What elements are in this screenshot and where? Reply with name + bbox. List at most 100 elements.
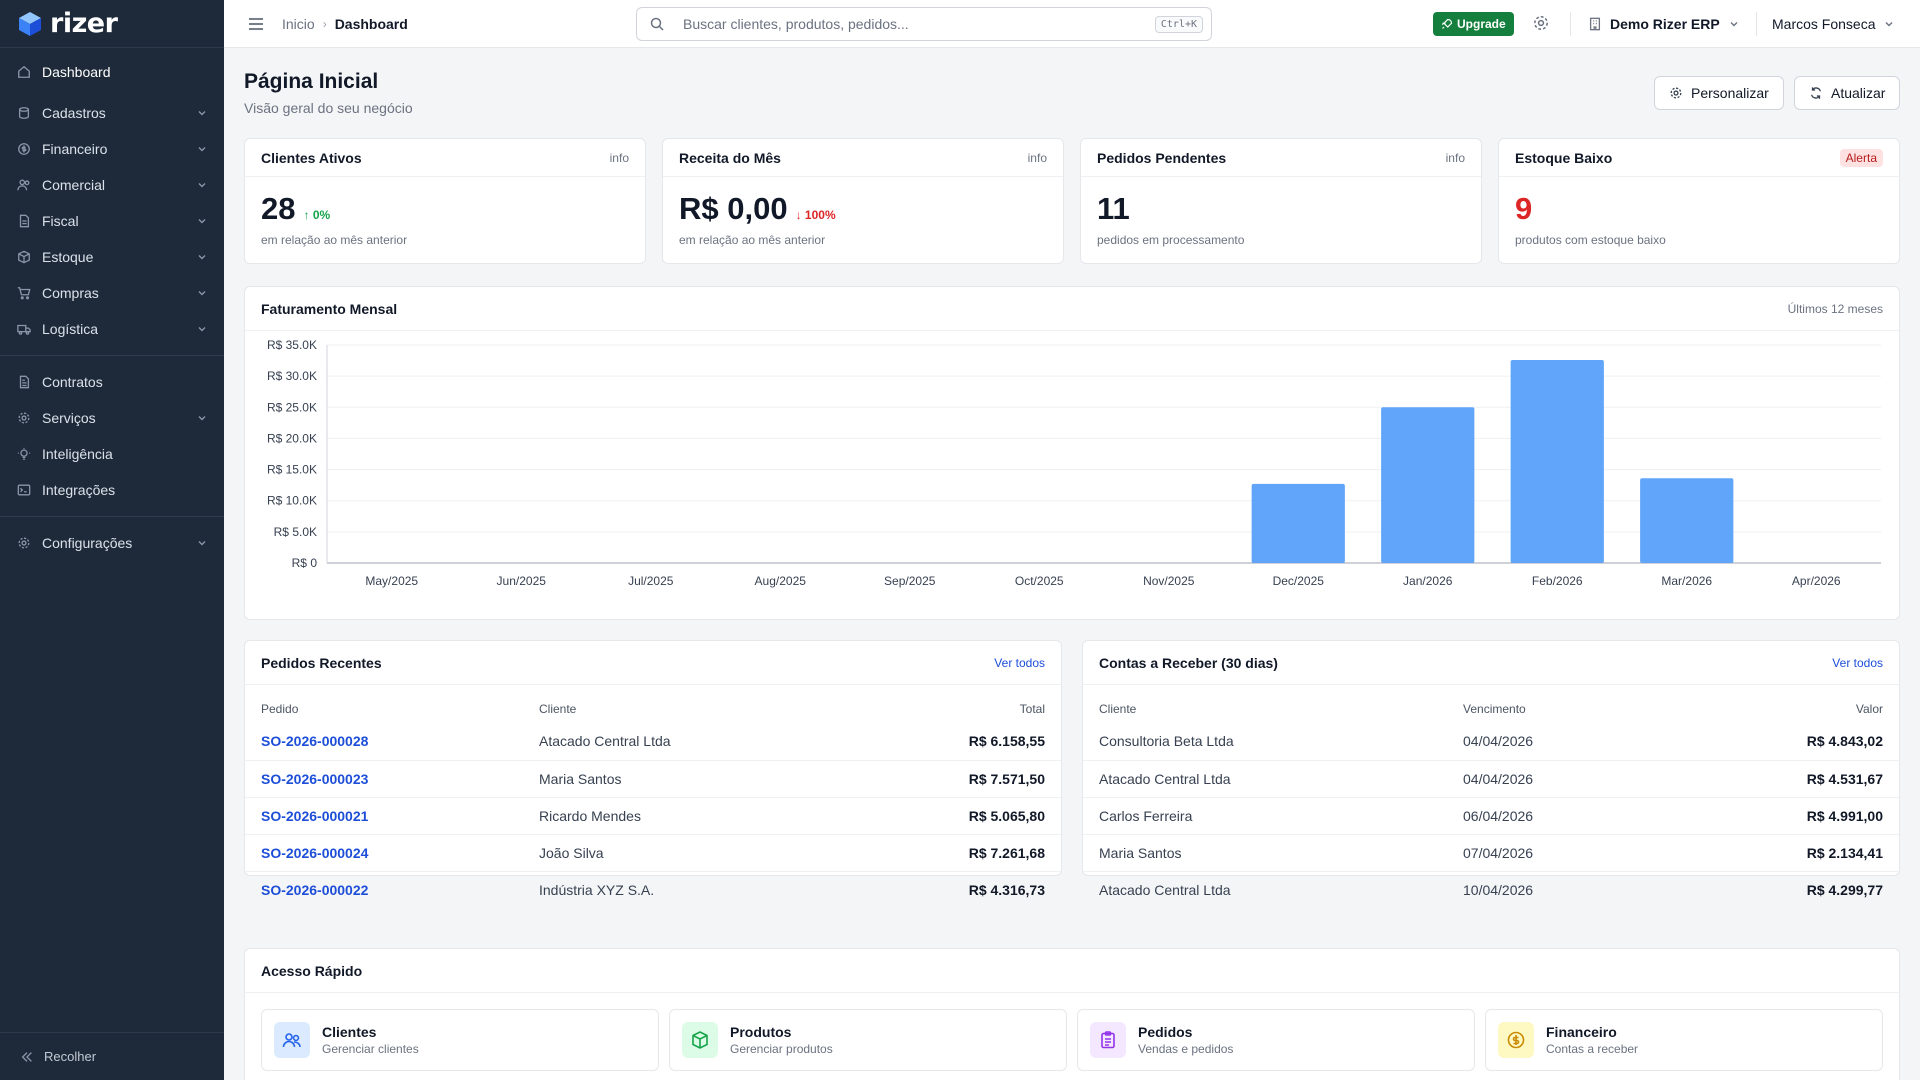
sidebar-item-logistica[interactable]: Logística bbox=[0, 311, 224, 347]
table-row[interactable]: Atacado Central Ltda 10/04/2026 R$ 4.299,7… bbox=[1083, 870, 1899, 908]
nav-divider bbox=[0, 516, 224, 517]
refresh-icon bbox=[1810, 87, 1822, 99]
sidebar-item-fiscal[interactable]: Fiscal bbox=[0, 203, 224, 239]
quick-access-label: Financeiro bbox=[1546, 1024, 1617, 1040]
app-logo[interactable]: rizer bbox=[0, 0, 224, 48]
y-tick-label: R$ 25.0K bbox=[267, 400, 317, 414]
table-row[interactable]: Carlos Ferreira 06/04/2026 R$ 4.991,00 bbox=[1083, 796, 1899, 834]
table-header-row: Pedido Cliente Total bbox=[245, 695, 1061, 723]
order-link[interactable]: SO-2026-000021 bbox=[261, 807, 369, 824]
sidebar-item-integracoes[interactable]: Integrações bbox=[0, 472, 224, 508]
receivables-card: Contas a Receber (30 dias) Ver todos Cli… bbox=[1082, 640, 1900, 908]
search-input[interactable] bbox=[683, 16, 1155, 32]
sidebar-item-compras[interactable]: Compras bbox=[0, 275, 224, 311]
order-link[interactable]: SO-2026-000023 bbox=[261, 770, 369, 787]
x-tick-label: Mar/2026 bbox=[1661, 574, 1712, 588]
dollar-icon bbox=[1498, 1022, 1534, 1058]
table-row[interactable]: SO-2026-000028 Atacado Central Ltda R$ 6.1… bbox=[245, 723, 1061, 760]
order-link[interactable]: SO-2026-000024 bbox=[261, 844, 369, 861]
home-icon bbox=[16, 64, 32, 80]
order-total: R$ 6.158,55 bbox=[968, 733, 1045, 750]
column-header: Vencimento bbox=[1463, 702, 1526, 716]
gear-icon bbox=[16, 410, 32, 426]
chart-bar bbox=[1640, 478, 1734, 563]
sidebar-item-label: Estoque bbox=[42, 249, 94, 265]
user-menu[interactable]: Marcos Fonseca bbox=[1772, 0, 1895, 48]
customize-button[interactable]: Personalizar bbox=[1654, 76, 1784, 110]
kpi-title: Estoque Baixo bbox=[1515, 149, 1613, 166]
sidebar-item-contratos[interactable]: Contratos bbox=[0, 364, 224, 400]
x-tick-label: Aug/2025 bbox=[755, 574, 807, 588]
refresh-label: Atualizar bbox=[1831, 85, 1886, 101]
order-total: R$ 7.261,68 bbox=[846, 833, 1061, 871]
settings-gear-icon[interactable] bbox=[1532, 14, 1550, 32]
kpi-subtitle: produtos com estoque baixo bbox=[1515, 233, 1666, 247]
kpi-delta-up: ↑ 0% bbox=[303, 208, 330, 222]
quick-access-finance[interactable]: Financeiro Contas a receber bbox=[1485, 1009, 1883, 1071]
sidebar-item-financeiro[interactable]: Financeiro bbox=[0, 131, 224, 167]
chevron-down-icon bbox=[198, 416, 206, 421]
bulb-icon bbox=[16, 446, 32, 462]
table-row[interactable]: Consultoria Beta Ltda 04/04/2026 R$ 4.843,… bbox=[1083, 723, 1899, 760]
terminal-icon bbox=[16, 482, 32, 498]
table-row[interactable]: SO-2026-000023 Maria Santos R$ 7.571,50 bbox=[245, 759, 1061, 797]
sidebar-item-configuracoes[interactable]: Configurações bbox=[0, 525, 224, 561]
breadcrumb-home-link[interactable]: Inicio bbox=[282, 15, 315, 32]
kpi-value-row: 11 bbox=[1097, 191, 1130, 227]
cube-logo-icon bbox=[19, 11, 41, 36]
database-icon bbox=[16, 105, 32, 121]
hamburger-menu-icon[interactable] bbox=[246, 14, 266, 34]
search-icon bbox=[650, 17, 664, 31]
x-tick-label: Sep/2025 bbox=[884, 574, 936, 588]
receivables-view-all-link[interactable]: Ver todos bbox=[1832, 655, 1883, 670]
column-header: Cliente bbox=[539, 702, 577, 716]
kpi-card-low-stock: Estoque Baixo Alerta 9 produtos com esto… bbox=[1498, 138, 1900, 264]
quick-access-clients[interactable]: Clientes Gerenciar clientes bbox=[261, 1009, 659, 1071]
sidebar-item-estoque[interactable]: Estoque bbox=[0, 239, 224, 275]
orders-view-all-link[interactable]: Ver todos bbox=[994, 655, 1045, 670]
sidebar-item-comercial[interactable]: Comercial bbox=[0, 167, 224, 203]
dollar-icon bbox=[16, 141, 32, 157]
page-subtitle: Visão geral do seu negócio bbox=[244, 100, 413, 116]
table-row[interactable]: SO-2026-000024 João Silva R$ 7.261,68 bbox=[245, 833, 1061, 871]
quick-access-subtitle: Contas a receber bbox=[1546, 1042, 1639, 1056]
chart-bar bbox=[1381, 407, 1475, 563]
nav-divider bbox=[0, 355, 224, 356]
sidebar-item-dashboard[interactable]: Dashboard bbox=[0, 54, 224, 90]
quick-access-label: Clientes bbox=[322, 1024, 377, 1040]
x-tick-label: Jun/2025 bbox=[497, 574, 547, 588]
sidebar-item-cadastros[interactable]: Cadastros bbox=[0, 95, 224, 131]
y-tick-label: R$ 20.0K bbox=[267, 431, 317, 445]
file-icon bbox=[16, 213, 32, 229]
kpi-subtitle: pedidos em processamento bbox=[1097, 233, 1245, 247]
refresh-button[interactable]: Atualizar bbox=[1794, 76, 1901, 110]
chevron-down-icon bbox=[198, 111, 206, 116]
organization-selector[interactable]: Demo Rizer ERP bbox=[1588, 0, 1740, 48]
table-row[interactable]: SO-2026-000022 Indústria XYZ S.A. R$ 4.316… bbox=[245, 870, 1061, 908]
kpi-info-tag: info bbox=[1445, 150, 1465, 165]
cart-icon bbox=[16, 285, 32, 301]
order-total: R$ 4.316,73 bbox=[846, 870, 1061, 908]
table-row[interactable]: Maria Santos 07/04/2026 R$ 2.134,41 bbox=[1083, 833, 1899, 871]
quick-access-label: Produtos bbox=[730, 1024, 792, 1040]
kpi-subtitle: em relação ao mês anterior bbox=[261, 233, 408, 247]
box-icon bbox=[16, 249, 32, 265]
order-link[interactable]: SO-2026-000028 bbox=[261, 733, 369, 750]
truck-icon bbox=[16, 321, 32, 337]
search-box[interactable]: Ctrl+K bbox=[636, 7, 1212, 41]
chevron-down-icon bbox=[198, 291, 206, 296]
order-link[interactable]: SO-2026-000022 bbox=[261, 881, 369, 898]
sidebar-item-servicos[interactable]: Serviços bbox=[0, 400, 224, 436]
collapse-sidebar-button[interactable]: Recolher bbox=[0, 1032, 224, 1080]
table-row[interactable]: SO-2026-000021 Ricardo Mendes R$ 5.065,80 bbox=[245, 796, 1061, 834]
kpi-subtitle: em relação ao mês anterior bbox=[679, 233, 826, 247]
quick-access-products[interactable]: Produtos Gerenciar produtos bbox=[669, 1009, 1067, 1071]
sidebar-item-inteligencia[interactable]: Inteligência bbox=[0, 436, 224, 472]
quick-access-orders[interactable]: Pedidos Vendas e pedidos bbox=[1077, 1009, 1475, 1071]
table-row[interactable]: Atacado Central Ltda 04/04/2026 R$ 4.531,6… bbox=[1083, 759, 1899, 797]
receivable-client: Atacado Central Ltda bbox=[1083, 759, 1447, 797]
upgrade-button[interactable]: Upgrade bbox=[1433, 12, 1514, 36]
settings-icon bbox=[16, 535, 32, 551]
kpi-value-row: 9 bbox=[1515, 191, 1532, 227]
sidebar-item-label: Dashboard bbox=[42, 64, 111, 80]
